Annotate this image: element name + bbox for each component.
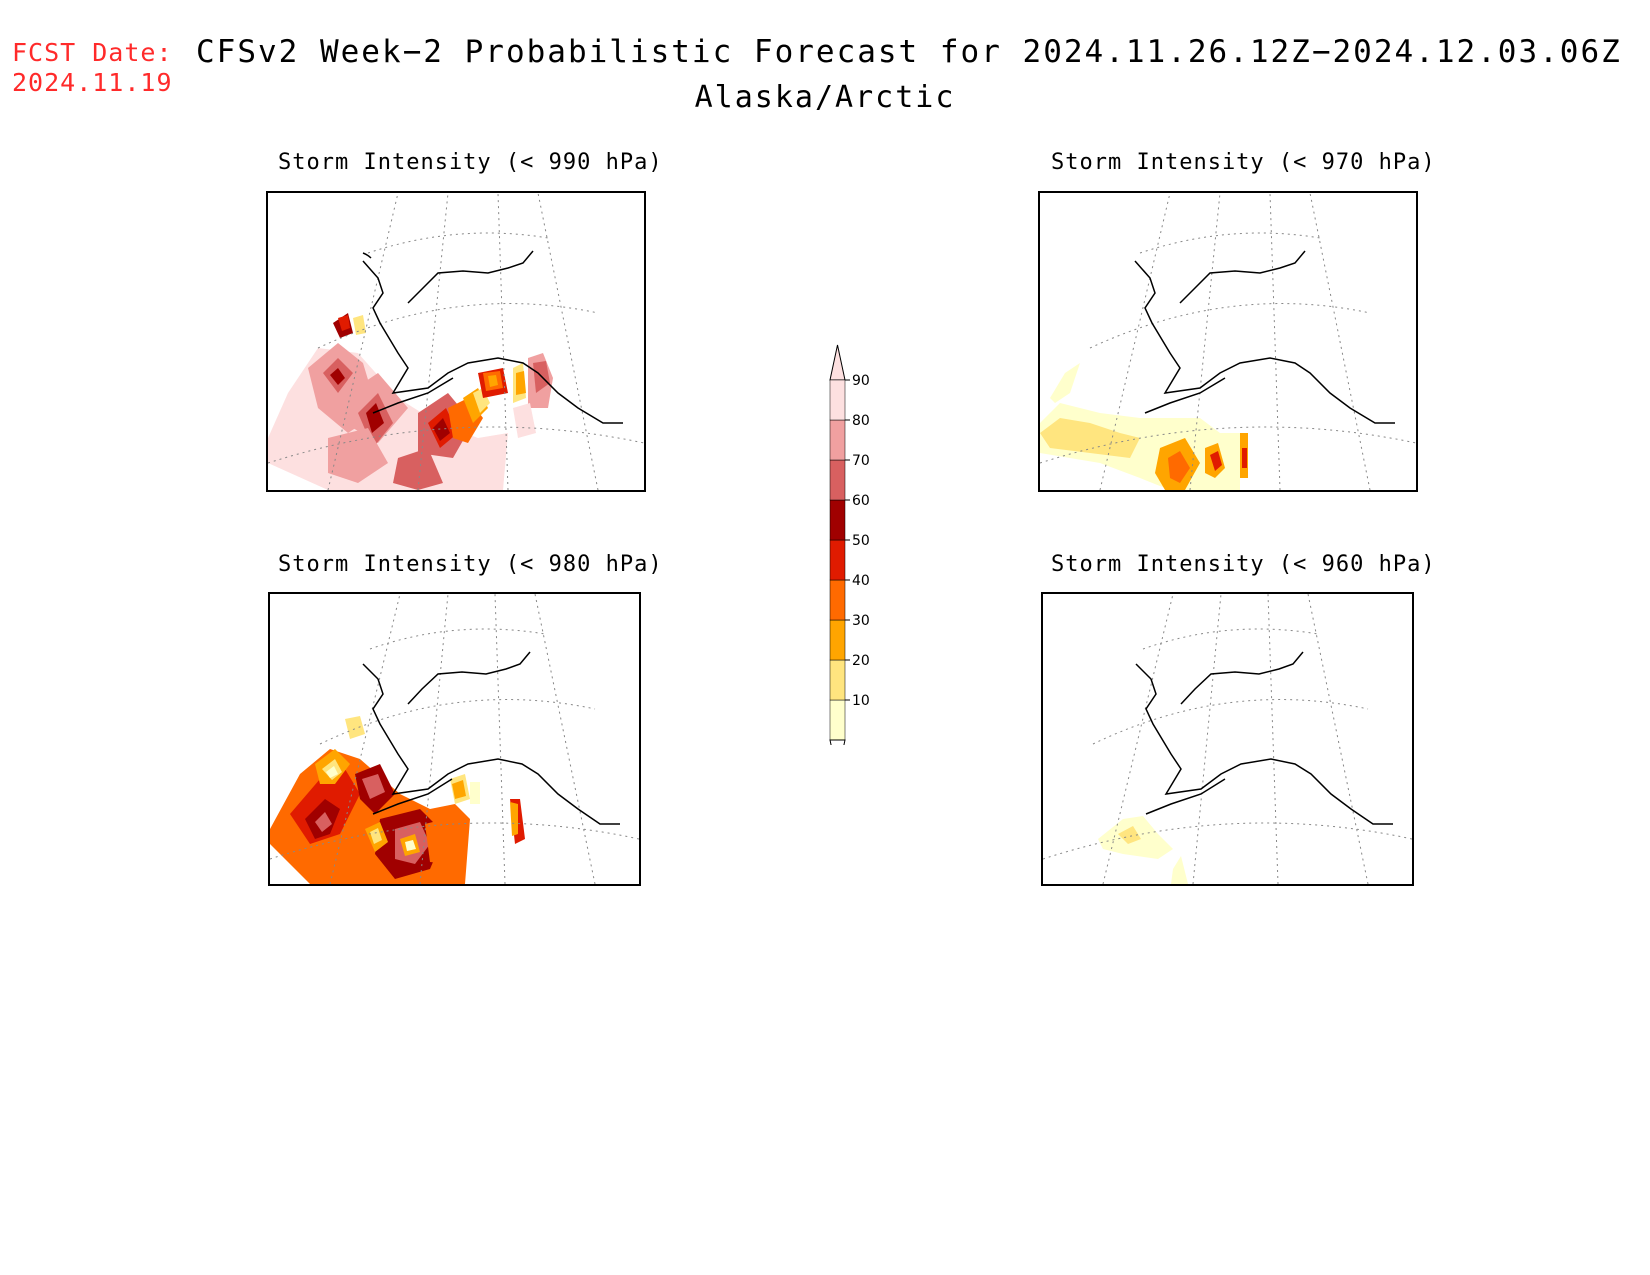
color-legend: 10 20 30 40 50 60 70 80 90 (829, 344, 870, 745)
shade-red-970 (1210, 451, 1222, 471)
shade-pale3-980 (405, 840, 416, 851)
legend-arrow-top (829, 344, 846, 381)
legend-bin (829, 699, 846, 741)
shade-gold4-980 (452, 780, 466, 799)
legend-bin (829, 499, 846, 541)
shade-pale8-990 (513, 403, 536, 438)
page-subtitle: Alaska/Arctic (694, 80, 956, 115)
legend-bin (829, 419, 846, 461)
legend-bin (829, 579, 846, 621)
panel-title-980: Storm Intensity (< 980 hPa) (278, 552, 663, 577)
panel-title-960: Storm Intensity (< 960 hPa) (1051, 552, 1436, 577)
legend-labels: 10 20 30 40 50 60 70 80 90 (845, 373, 870, 709)
legend-bin (829, 379, 846, 421)
shade-dark3-990 (433, 418, 450, 441)
shade-yellow9-990 (353, 315, 366, 335)
panel-title-990: Storm Intensity (< 990 hPa) (278, 150, 663, 175)
map-panel-960 (1041, 592, 1414, 886)
fcst-date-value: 2024.11.19 (12, 68, 173, 97)
shade-dark2-990 (366, 403, 384, 433)
graticule-990 (268, 193, 644, 490)
legend-tick-label: 30 (852, 613, 870, 629)
shade-orange9-990 (338, 315, 350, 331)
legend-tick-label: 60 (852, 493, 870, 509)
coastline-990 (362, 250, 623, 424)
shade-gold6-990 (516, 371, 526, 395)
coastline-970 (1134, 250, 1395, 424)
shading-970 (1040, 363, 1248, 490)
shade-yellow3-960 (1171, 856, 1188, 884)
legend-tick-label: 80 (852, 413, 870, 429)
legend-tick-label: 40 (852, 573, 870, 589)
legend-tick-label: 90 (852, 373, 870, 389)
graticule-980 (270, 594, 639, 884)
shade-rose-980 (315, 812, 332, 832)
legend-arrow-bottom (829, 739, 846, 745)
legend-bin (829, 659, 846, 701)
shade-gold6-980 (510, 802, 518, 836)
shade-rose2-980 (362, 774, 385, 799)
legend-tick-label: 10 (852, 693, 870, 709)
coastline-980 (362, 651, 620, 825)
legend-tick-label: 50 (852, 533, 870, 549)
map-990-svg (268, 193, 644, 490)
shade-red4-990 (393, 448, 443, 490)
coastline-960 (1135, 651, 1393, 825)
graticule-970 (1040, 193, 1416, 490)
legend-tick-label: 20 (852, 653, 870, 669)
graticule-960 (1043, 594, 1412, 884)
shade-pink3-990 (328, 428, 388, 483)
legend-bin (829, 619, 846, 661)
map-980-svg (270, 594, 639, 884)
shade-yellow2-960 (1118, 826, 1141, 844)
map-960-svg (1043, 594, 1412, 884)
shade-yellow2-980 (370, 828, 382, 844)
shading-980 (270, 716, 525, 884)
map-panel-970 (1038, 191, 1418, 492)
fcst-date-label: FCST Date: (12, 38, 173, 67)
shade-dark-990 (330, 368, 345, 385)
shade-pale-980 (326, 766, 338, 778)
shading-960 (1098, 816, 1188, 884)
map-panel-990 (266, 191, 646, 492)
shade-orange3-980 (425, 819, 460, 864)
shade-red3-970 (1242, 448, 1247, 468)
shade-yellow7-980 (470, 782, 480, 804)
map-970-svg (1040, 193, 1416, 490)
fcst-date-block: FCST Date: 2024.11.19 (12, 38, 173, 98)
shade-yellow2-970 (1040, 418, 1140, 458)
shade-yellow5-980 (345, 716, 365, 739)
shading-990 (268, 313, 553, 490)
map-panel-980 (268, 592, 641, 886)
legend-bin (829, 539, 846, 581)
legend-tick-label: 70 (852, 453, 870, 469)
panel-title-970: Storm Intensity (< 970 hPa) (1051, 150, 1436, 175)
shade-yellow4-970 (1050, 363, 1080, 403)
legend-bin (829, 459, 846, 501)
page-title: CFSv2 Week−2 Probabilistic Forecast for … (196, 34, 1622, 70)
legend-bins (829, 344, 846, 745)
shade-gold5-990 (488, 375, 498, 387)
shade-orange-970 (1168, 451, 1190, 483)
